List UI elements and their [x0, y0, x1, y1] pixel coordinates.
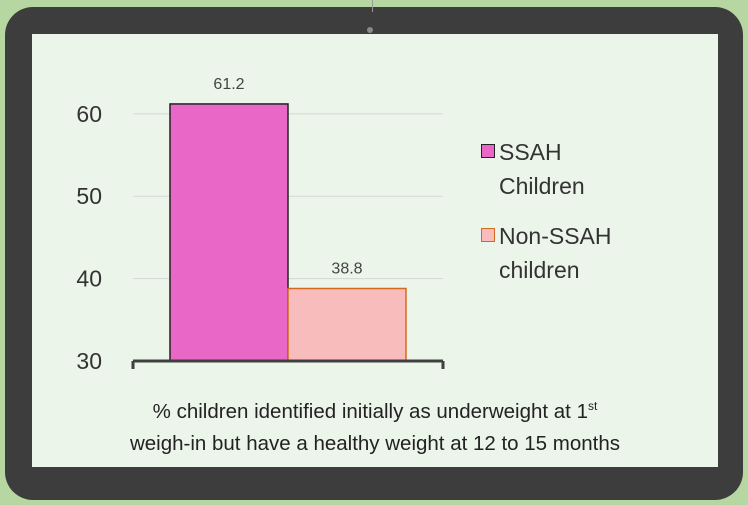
legend-item-ssah: SSAH Children	[481, 135, 681, 203]
frame-top-line	[372, 0, 373, 12]
y-tick-label: 50	[76, 183, 102, 209]
legend-label-ssah: SSAH Children	[499, 139, 585, 199]
data-label: 38.8	[331, 260, 362, 277]
bar-ssah	[169, 103, 289, 362]
y-tick-label: 40	[76, 266, 102, 292]
camera-dot	[367, 27, 373, 33]
y-tick-label: 30	[76, 348, 102, 374]
legend-item-non-ssah: Non-SSAH children	[481, 219, 681, 287]
legend-swatch-ssah	[481, 144, 495, 158]
tablet-screen	[32, 34, 718, 467]
caption-line-1: % children identified initially as under…	[152, 399, 598, 423]
legend-label-non-ssah: Non-SSAH children	[499, 223, 612, 283]
chart-caption: % children identified initially as under…	[32, 390, 718, 460]
legend-swatch-non-ssah	[481, 228, 495, 242]
bar-non-ssah	[287, 287, 407, 362]
data-label: 61.2	[213, 76, 244, 93]
chart-legend: SSAH Children Non-SSAH children	[481, 135, 681, 303]
caption-line-2: weigh-in but have a healthy weight at 12…	[129, 431, 621, 455]
y-tick-label: 60	[76, 101, 102, 127]
